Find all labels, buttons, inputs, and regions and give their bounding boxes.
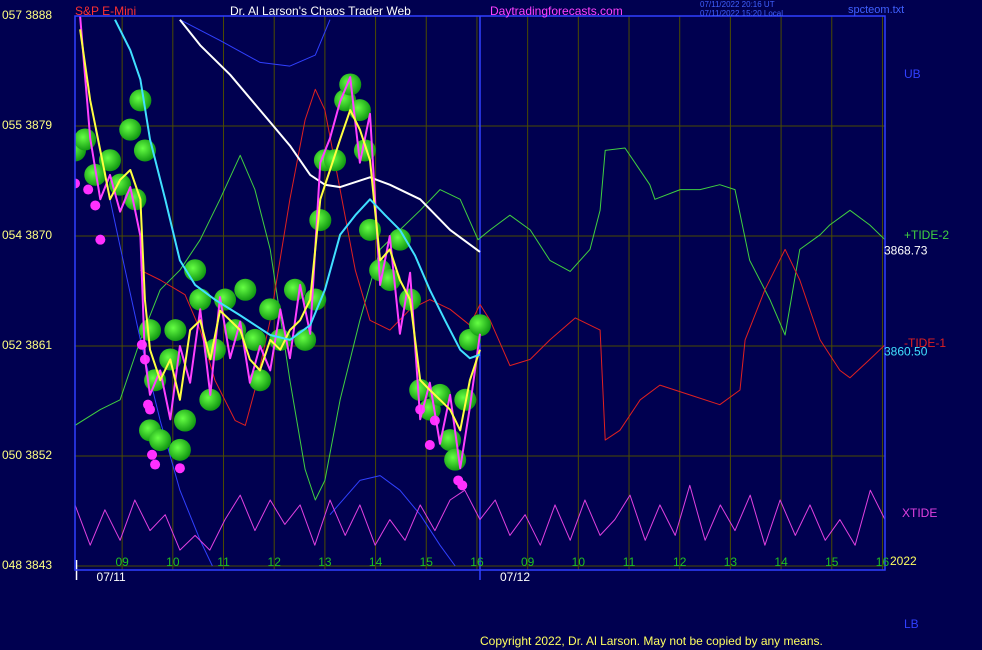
bubble [139, 319, 162, 342]
dot [457, 480, 468, 491]
file-name: spcteom.txt [848, 4, 904, 16]
legend-label: LB [904, 617, 919, 631]
instrument: S&P E-Mini [75, 4, 136, 18]
bubble [324, 149, 347, 172]
bubble [75, 128, 97, 151]
dot [174, 463, 185, 474]
bubble [428, 383, 451, 406]
series-line [179, 19, 331, 67]
site: Daytradingforecasts.com [490, 4, 623, 18]
bubble [243, 328, 266, 351]
y-tick-label: 052 3861 [2, 338, 52, 352]
dot [145, 404, 156, 415]
x-tick-label: 15 [825, 555, 839, 569]
dot [147, 449, 158, 460]
bubble [388, 228, 411, 251]
x-tick-label: 10 [166, 555, 180, 569]
date-label: 07/11 [97, 570, 126, 584]
y-tick-label: 055 3879 [2, 118, 52, 132]
end-value-label: 3860.50 [884, 344, 928, 358]
series-line [114, 19, 481, 360]
bubble [173, 409, 196, 432]
legend-label: +TIDE-2 [904, 228, 949, 242]
bubble [249, 369, 272, 392]
date-label: 07/12 [500, 570, 530, 584]
x-tick-label: 16 [470, 555, 484, 569]
legend-label: -TIDE-1 [904, 336, 946, 350]
bubble [149, 429, 172, 452]
bubble [294, 328, 317, 351]
bubble [168, 438, 191, 461]
x-tick-label: 14 [774, 555, 788, 569]
dot [75, 178, 80, 189]
bubble [309, 209, 332, 232]
dot [95, 234, 106, 245]
dot [424, 440, 435, 450]
x-tick-label: 10 [572, 555, 586, 569]
plot-area [75, 16, 885, 567]
timestamp: 07/11/2022 15:20 Local [700, 9, 783, 18]
bubble [184, 259, 207, 282]
dot [83, 184, 94, 195]
y-tick-label: 054 3870 [2, 228, 52, 242]
dot [150, 459, 161, 470]
y-tick-label: 057 3888 [2, 8, 52, 22]
x-tick-label: 11 [623, 555, 636, 569]
bubble [164, 319, 187, 342]
dot [90, 200, 101, 211]
bubble [259, 298, 282, 321]
bubble [234, 278, 257, 301]
x-tick-label: 09 [115, 555, 129, 569]
series-line [75, 147, 885, 501]
copyright: Copyright 2022, Dr. Al Larson. May not b… [480, 634, 823, 648]
x-tick-label: 12 [268, 555, 282, 569]
series-line [79, 16, 481, 470]
bubble [469, 314, 491, 337]
series-line [75, 484, 885, 551]
x-tick-label: 15 [420, 555, 434, 569]
x-tick-label: 12 [673, 555, 687, 569]
x-tick-label: 13 [318, 555, 332, 569]
series-line [79, 29, 481, 432]
bubble [98, 149, 121, 172]
x-tick-label: 14 [369, 555, 383, 569]
labels: 048 3843 050 3852 052 3861 054 3870 055 3879… [2, 8, 949, 631]
bubble [129, 89, 152, 112]
year: 2022 [890, 554, 917, 568]
x-tick-label: 09 [521, 555, 535, 569]
x-tick-label: 11 [217, 555, 230, 569]
bubble [199, 388, 222, 411]
timestamp: 07/11/2022 20:16 UT [700, 0, 775, 9]
end-value-label: 3868.73 [884, 244, 928, 258]
x-tick-label: 16 [876, 555, 890, 569]
plot-frame [74, 15, 886, 571]
bubble [214, 288, 237, 311]
chart-title: Dr. Al Larson's Chaos Trader Web [230, 4, 411, 18]
bubble [119, 118, 142, 141]
y-tick-label: 050 3852 [2, 448, 52, 462]
y-tick-label: 048 3843 [2, 558, 52, 572]
bubble [189, 288, 212, 311]
legend-label: UB [904, 67, 921, 81]
x-tick-label: 13 [724, 555, 738, 569]
legend-label: XTIDE [902, 506, 937, 520]
